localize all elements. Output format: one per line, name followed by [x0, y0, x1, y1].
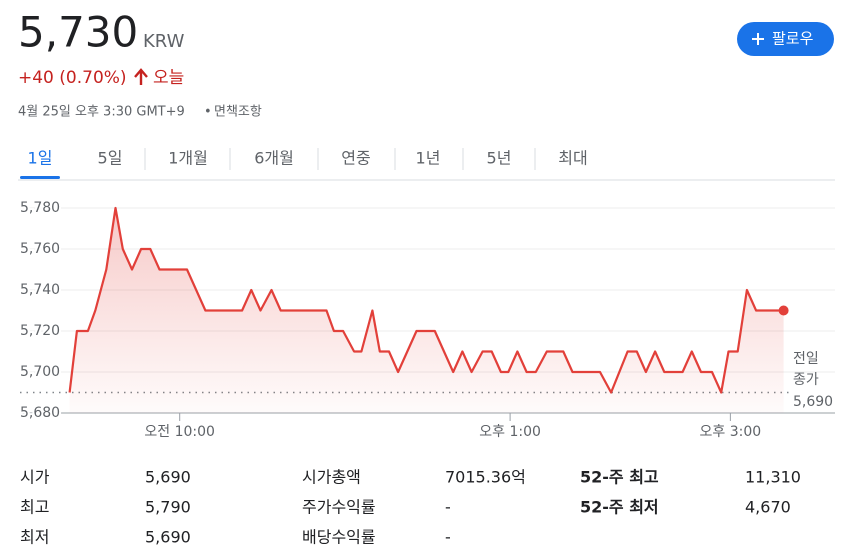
disclaimer[interactable]: 면책조항	[214, 105, 262, 120]
stat-label: 52-주 최저	[580, 498, 659, 517]
previous-close-caption: 전일	[793, 351, 819, 367]
price: 5,730	[18, 8, 138, 57]
x-tick-label: 오후 3:00	[700, 424, 762, 440]
tab[interactable]: 최대	[558, 149, 587, 168]
timestamp: 4월 25일 오후 3:30 GMT+9	[18, 105, 185, 120]
stat-value: -	[445, 498, 451, 517]
tab[interactable]: 1일	[28, 149, 53, 168]
y-tick-label: 5,700	[20, 364, 60, 380]
y-tick-label: 5,780	[20, 200, 60, 216]
stat-label: 주가수익률	[302, 498, 376, 517]
stat-value: 7015.36억	[445, 468, 526, 487]
y-tick-label: 5,720	[20, 323, 60, 339]
tab[interactable]: 5일	[98, 149, 123, 168]
tab[interactable]: 연중	[341, 149, 370, 168]
stat-label: 시가총액	[302, 468, 361, 487]
stat-value: 4,670	[745, 498, 791, 517]
stat-label: 배당수익률	[302, 528, 376, 547]
stat-value: 5,690	[145, 468, 191, 487]
price-line	[68, 206, 784, 394]
follow-bg[interactable]	[737, 22, 834, 56]
last-point	[778, 305, 789, 316]
y-tick-label: 5,680	[20, 405, 60, 421]
stat-label: 시가	[20, 468, 50, 487]
y-tick-label: 5,740	[20, 282, 60, 298]
previous-close-value: 5,690	[793, 394, 833, 410]
stat-value: 5,690	[145, 528, 191, 547]
x-tick-label: 오후 1:00	[479, 424, 541, 440]
tab[interactable]: 6개월	[254, 149, 294, 168]
plus-icon[interactable]	[752, 33, 764, 45]
stat-label: 최고	[20, 498, 49, 517]
tab[interactable]: 5년	[487, 149, 512, 168]
tab[interactable]: 1년	[416, 149, 441, 168]
stat-value: 11,310	[745, 468, 801, 487]
previous-close-caption: 종가	[793, 372, 819, 388]
stat-label: 최저	[20, 528, 49, 547]
up-arrow	[134, 68, 148, 85]
y-tick-label: 5,760	[20, 241, 60, 257]
change: +40 (0.70%)	[18, 68, 127, 88]
stat-value: 5,790	[145, 498, 191, 517]
bullet: •	[204, 105, 212, 120]
currency: KRW	[143, 31, 185, 52]
stat-value: -	[445, 528, 451, 547]
x-tick-label: 오전 10:00	[144, 424, 215, 440]
period: 오늘	[153, 68, 184, 88]
follow-button[interactable]: 팔로우	[737, 22, 834, 56]
tab-underline	[20, 176, 60, 179]
line-area	[69, 208, 784, 413]
follow-label[interactable]: 팔로우	[772, 30, 814, 48]
tab[interactable]: 1개월	[168, 149, 208, 168]
stat-label: 52-주 최고	[580, 468, 659, 487]
